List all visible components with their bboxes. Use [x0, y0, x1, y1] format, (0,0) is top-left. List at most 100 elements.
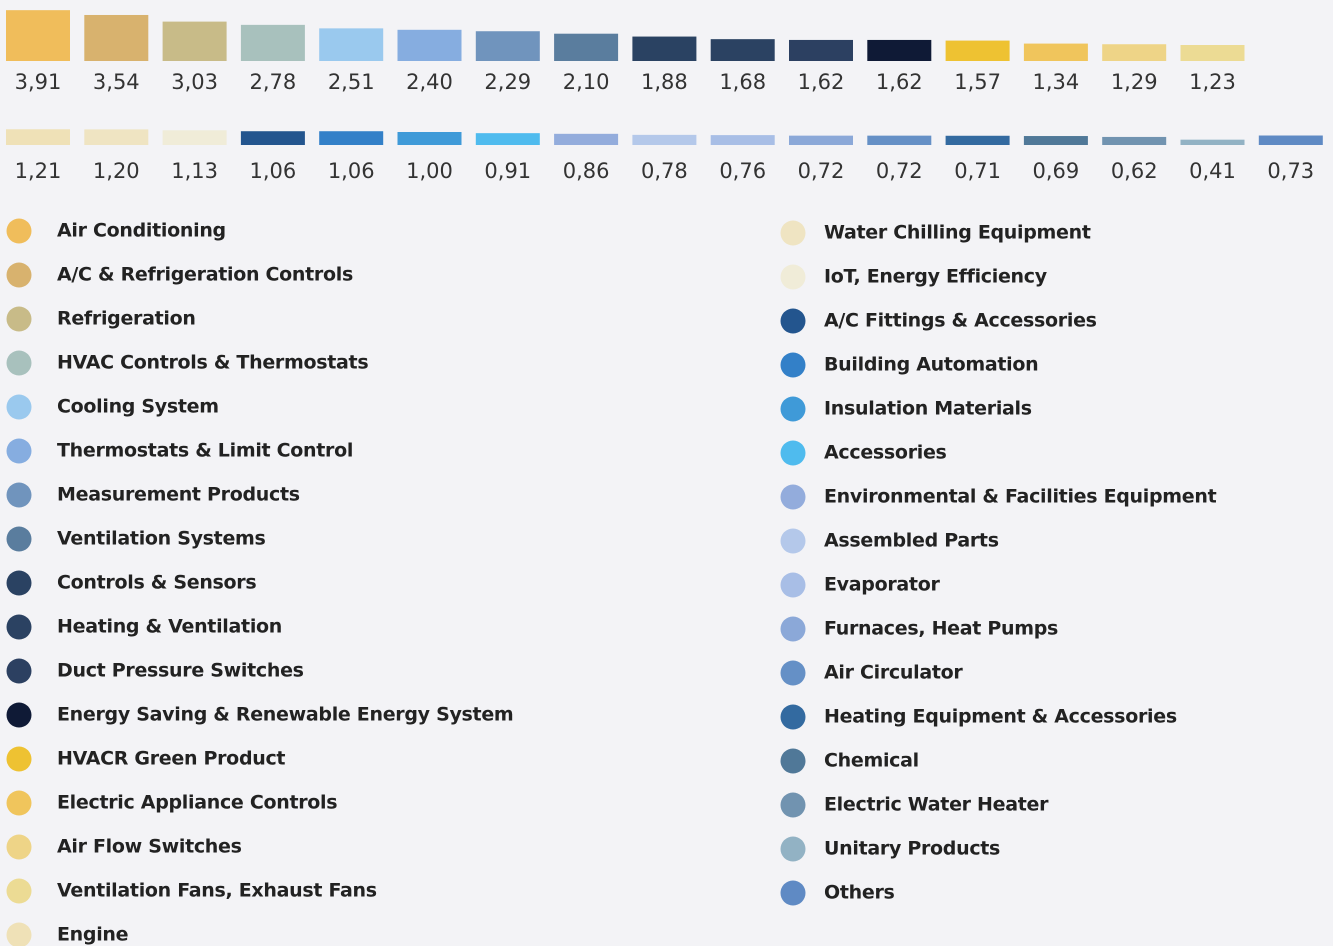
legend-swatch [780, 308, 806, 334]
legend-swatch [780, 484, 806, 510]
legend-label: Controls & Sensors [57, 572, 256, 594]
value-label: 0,69 [1033, 159, 1080, 183]
value-label: 0,71 [954, 159, 1001, 183]
legend-label: Others [824, 882, 895, 904]
bar [475, 133, 540, 145]
value-label: 1,06 [328, 159, 375, 183]
legend-label: Accessories [824, 442, 947, 464]
value-label: 2,78 [250, 70, 297, 94]
legend-label: Thermostats & Limit Control [57, 440, 353, 462]
value-label: 2,40 [406, 70, 453, 94]
value-label: 1,00 [406, 159, 453, 183]
legend-label: Measurement Products [57, 484, 300, 506]
legend-swatch [780, 528, 806, 554]
value-label: 3,54 [93, 70, 140, 94]
value-label: 1,34 [1033, 70, 1080, 94]
legend-label: HVACR Green Product [57, 748, 285, 770]
legend-swatch [780, 836, 806, 862]
legend-swatch [780, 880, 806, 906]
legend-label: A/C & Refrigeration Controls [57, 264, 353, 286]
bar [945, 135, 1010, 145]
legend-swatch [780, 704, 806, 730]
legend-swatch [6, 218, 32, 244]
bar [84, 129, 149, 145]
bar [632, 134, 697, 145]
bar [945, 40, 1010, 61]
bar [1023, 43, 1088, 61]
legend-swatch [780, 352, 806, 378]
value-label: 2,29 [484, 70, 531, 94]
legend-swatch [780, 220, 806, 246]
legend-swatch [780, 572, 806, 598]
legend-label: Environmental & Facilities Equipment [824, 486, 1217, 508]
bar [554, 33, 619, 61]
legend-swatch [6, 438, 32, 464]
value-label: 1,21 [15, 159, 62, 183]
legend-swatch [780, 748, 806, 774]
legend-swatch [6, 746, 32, 772]
value-label: 0,41 [1189, 159, 1236, 183]
value-label: 1,88 [641, 70, 688, 94]
legend-swatch [6, 878, 32, 904]
value-label: 1,13 [171, 159, 218, 183]
legend-label: Heating & Ventilation [57, 616, 282, 638]
value-label: 1,62 [798, 70, 845, 94]
legend-label: Electric Appliance Controls [57, 792, 337, 814]
legend-swatch [780, 660, 806, 686]
value-label: 1,68 [719, 70, 766, 94]
bar [6, 129, 70, 145]
legend-label: Building Automation [824, 354, 1038, 376]
value-label: 0,76 [719, 159, 766, 183]
bar [1180, 139, 1245, 145]
legend-swatch [6, 262, 32, 288]
value-label: 1,06 [250, 159, 297, 183]
legend-label: Air Circulator [824, 662, 963, 684]
value-label: 1,62 [876, 70, 923, 94]
bar [1102, 136, 1167, 145]
bar [319, 131, 384, 145]
bar [319, 28, 384, 61]
legend-label: Air Flow Switches [57, 836, 242, 858]
legend-label: Ventilation Systems [57, 528, 266, 550]
bar [789, 39, 853, 61]
legend-swatch [780, 396, 806, 422]
legend-swatch [780, 264, 806, 290]
legend-swatch [6, 306, 32, 332]
legend-swatch [6, 570, 32, 596]
legend-label: Engine [57, 924, 128, 946]
bar [1258, 135, 1323, 145]
bar [397, 29, 462, 61]
legend-label: Energy Saving & Renewable Energy System [57, 704, 513, 726]
legend-label: Ventilation Fans, Exhaust Fans [57, 880, 377, 902]
legend-swatch [6, 834, 32, 860]
legend-label: Evaporator [824, 574, 940, 596]
bar [1180, 45, 1245, 61]
value-label: 1,57 [954, 70, 1001, 94]
bar [867, 39, 932, 61]
legend-label: Unitary Products [824, 838, 1000, 860]
bar [84, 14, 149, 61]
bar [554, 133, 619, 145]
bar [162, 130, 227, 145]
bar [1102, 44, 1167, 61]
bar [867, 135, 932, 145]
value-label: 2,51 [328, 70, 375, 94]
legend-swatch [6, 790, 32, 816]
legend-label: Chemical [824, 750, 919, 772]
bar [162, 21, 227, 61]
value-label: 3,91 [15, 70, 62, 94]
legend-swatch [6, 658, 32, 684]
value-label: 3,03 [171, 70, 218, 94]
bar [240, 24, 305, 61]
value-label: 0,86 [563, 159, 610, 183]
legend-label: Insulation Materials [824, 398, 1032, 420]
legend-label: Heating Equipment & Accessories [824, 706, 1177, 728]
value-label: 1,23 [1189, 70, 1236, 94]
bar [710, 39, 775, 61]
legend-swatch [6, 482, 32, 508]
legend-label: Duct Pressure Switches [57, 660, 304, 682]
bar [6, 10, 70, 62]
value-label: 1,20 [93, 159, 140, 183]
legend-label: A/C Fittings & Accessories [824, 310, 1097, 332]
